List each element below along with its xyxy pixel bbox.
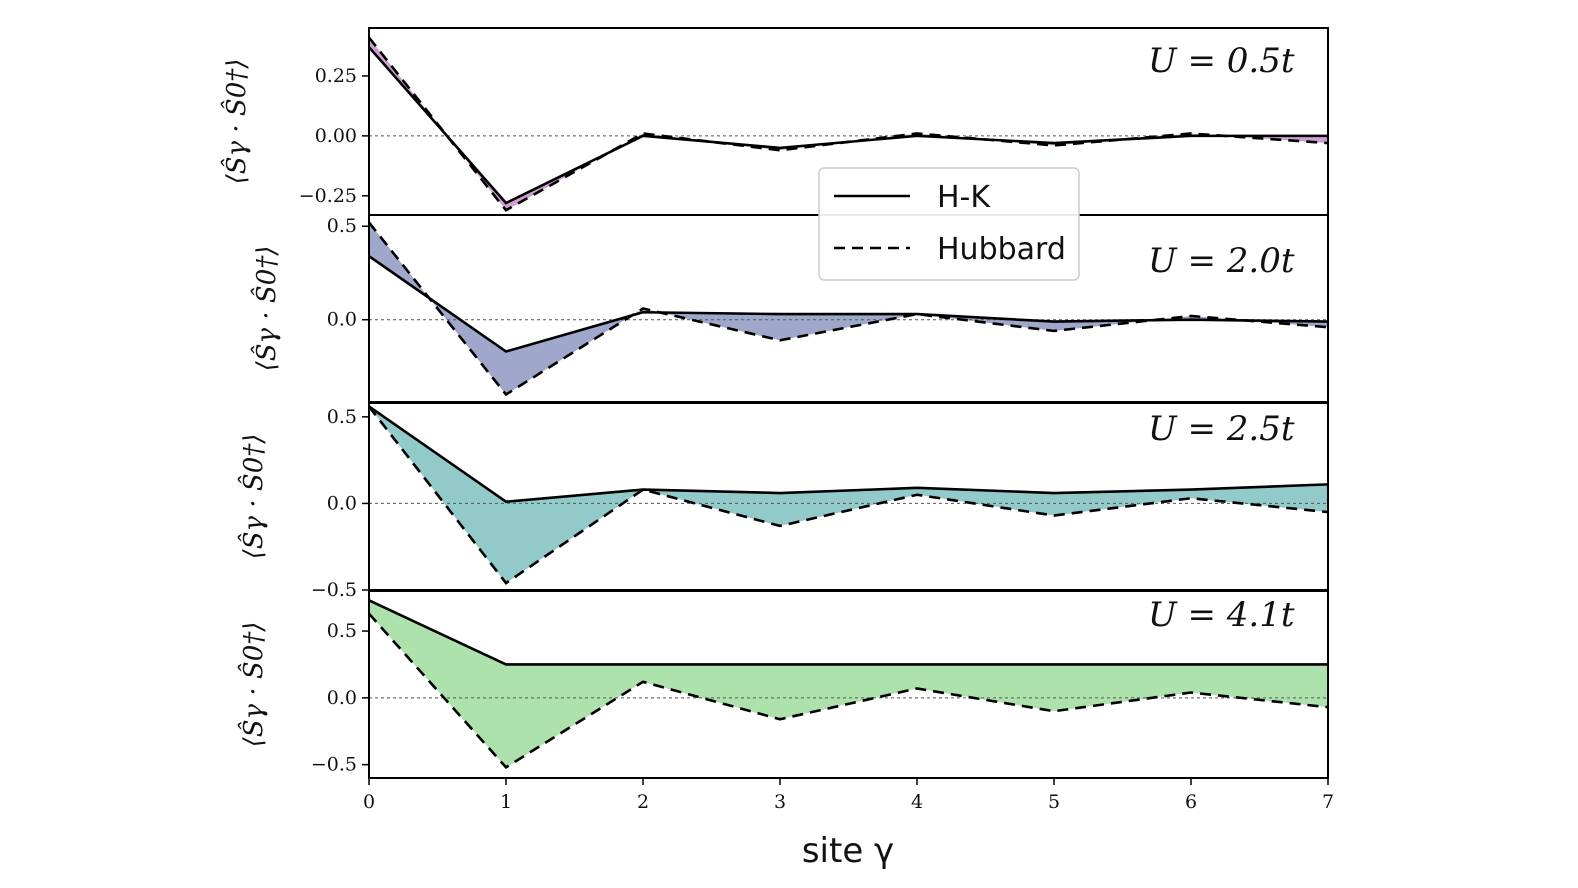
y-tick-label: 0.5: [327, 215, 357, 237]
plot-area: [369, 221, 1328, 397]
x-tick-label: 7: [1322, 791, 1334, 813]
fill-between: [369, 600, 1328, 768]
y-tick-label: 0.0: [327, 687, 357, 709]
shared-x-axis: 0 1 2 3 4 5 6 7: [363, 778, 1334, 813]
y-tick-label: 0.5: [327, 406, 357, 428]
panel-annotation: U = 0.5t: [1148, 41, 1295, 81]
y-axis-label: ⟨Ŝγ · Ŝ0†⟩: [250, 246, 282, 372]
y-tick-label: 0.0: [327, 309, 357, 331]
x-tick-label: 0: [363, 791, 375, 813]
series-line-hk: [369, 405, 1328, 504]
y-tick-label: −0.25: [299, 185, 357, 207]
x-tick-label: 4: [911, 791, 923, 813]
series-line-hk: [369, 255, 1328, 353]
panel-frame: [368, 590, 1329, 779]
fill-between: [369, 406, 1328, 584]
series-line-hk: [369, 599, 1328, 666]
y-tick-label: −0.5: [311, 579, 357, 601]
x-axis-label: site γ: [802, 831, 894, 871]
x-tick-label: 1: [500, 791, 512, 813]
plot-area: [369, 36, 1328, 212]
y-axis-label: ⟨Ŝγ · Ŝ0†⟩: [220, 59, 252, 185]
x-tick-label: 3: [774, 791, 786, 813]
series-line-hubbard: [369, 612, 1328, 769]
x-tick-label: 5: [1048, 791, 1060, 813]
legend-label-1: H-K: [937, 180, 991, 215]
panel-3: 0.5 0.0 −0.5 U = 2.5t ⟨Ŝγ · Ŝ0†⟩: [237, 402, 1329, 601]
y-axis-label: ⟨Ŝγ · Ŝ0†⟩: [237, 622, 269, 748]
legend-label-2: Hubbard: [937, 232, 1066, 267]
panel-annotation: U = 4.1t: [1148, 595, 1295, 635]
y-tick-label: 0.5: [327, 620, 357, 642]
y-tick-label: 0.25: [315, 65, 357, 87]
x-tick-label: 2: [637, 791, 649, 813]
panel-annotation: U = 2.0t: [1148, 241, 1295, 281]
panel-4: 0.5 0.0 −0.5 U = 4.1t ⟨Ŝγ · Ŝ0†⟩: [237, 590, 1329, 779]
x-tick-label: 6: [1185, 791, 1197, 813]
panel-annotation: U = 2.5t: [1148, 409, 1295, 449]
y-tick-label: 0.0: [327, 492, 357, 514]
y-axis-label: ⟨Ŝγ · Ŝ0†⟩: [237, 434, 269, 560]
plot-area: [369, 405, 1328, 585]
series-line-hk: [369, 46, 1328, 205]
y-tick-label: −0.5: [311, 754, 357, 776]
y-tick-label: 0.00: [315, 125, 357, 147]
plot-area: [369, 599, 1328, 769]
panel-1: 0.25 0.00 −0.25 U = 0.5t ⟨Ŝγ · Ŝ0†⟩: [220, 27, 1329, 216]
subplots-group: 0.25 0.00 −0.25 U = 0.5t ⟨Ŝγ · Ŝ0†⟩ 0.5 0.0 U =…: [220, 27, 1329, 779]
panel-2: 0.5 0.0 U = 2.0t ⟨Ŝγ · Ŝ0†⟩: [250, 214, 1329, 403]
legend: H-K Hubbard: [818, 167, 1080, 281]
series-line-hubbard: [369, 405, 1328, 585]
